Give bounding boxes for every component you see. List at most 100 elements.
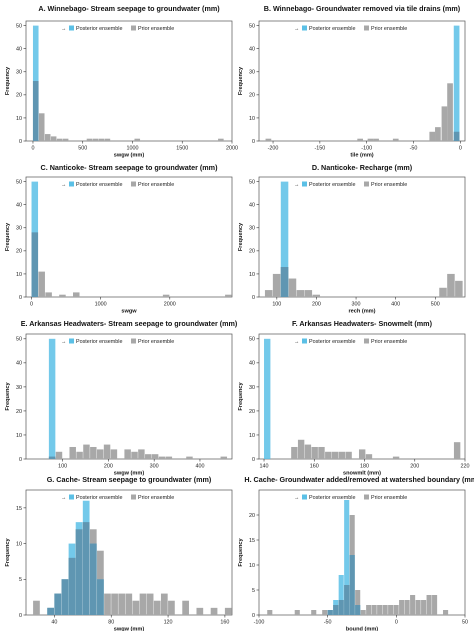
overlap-bar: [68, 557, 76, 615]
panel-B: B. Winnebago- Groundwater removed via ti…: [238, 4, 466, 159]
y-axis-label: Frequency: [238, 537, 244, 566]
y-axis-label: Frequency: [238, 222, 244, 251]
x-tick-label: 300: [150, 464, 159, 470]
panel-E: E. Arkansas Headwaters- Stream seepage t…: [5, 319, 238, 477]
legend-marker-text: →: [294, 495, 299, 501]
prior-bar: [325, 451, 332, 459]
x-tick-label: 200: [104, 464, 113, 470]
y-tick-label: 20: [249, 249, 255, 255]
legend: → Posterior ensemble Prior ensemble: [294, 338, 407, 345]
prior-bar: [83, 444, 90, 459]
x-tick-label: 1000: [95, 302, 107, 308]
prior-bar: [110, 449, 118, 459]
legend-swatch-prior: [364, 25, 369, 31]
prior-bar: [138, 449, 145, 459]
y-tick-label: 40: [249, 203, 255, 209]
legend-swatch-posterior: [69, 181, 74, 187]
panel-A: A. Winnebago- Stream seepage to groundwa…: [5, 4, 238, 159]
overlap-bar: [355, 605, 361, 615]
y-axis-label: Frequency: [5, 537, 11, 566]
x-tick-label: 400: [391, 302, 400, 308]
prior-bar: [358, 449, 366, 459]
y-tick-label: 30: [249, 385, 255, 391]
x-tick-label: 0: [395, 620, 398, 626]
x-axis-label: swgw (mm): [114, 153, 145, 159]
prior-bar: [55, 451, 63, 459]
prior-bar: [365, 454, 373, 459]
x-tick-label: 160: [310, 464, 319, 470]
panel-title: H. Cache- Groundwater added/removed at w…: [244, 475, 474, 484]
y-tick-label: 10: [249, 563, 255, 569]
prior-bar: [224, 607, 232, 615]
prior-bar: [86, 138, 93, 141]
y-tick-label: 0: [252, 457, 255, 463]
prior-bar: [76, 451, 83, 459]
prior-bar: [441, 106, 448, 141]
x-tick-label: 0: [459, 146, 462, 152]
overlap-bar: [47, 607, 55, 615]
prior-bar: [399, 600, 405, 615]
y-tick-label: 10: [16, 272, 22, 278]
prior-bar: [426, 595, 432, 615]
y-tick-label: 30: [16, 70, 22, 76]
x-axis-label: bound (mm): [346, 627, 378, 631]
legend-label-prior: Prior ensemble: [371, 495, 407, 501]
prior-bar: [393, 605, 399, 615]
legend-swatch-prior: [131, 181, 136, 187]
x-tick-label: 300: [352, 302, 361, 308]
x-axis-label: tile (mm): [350, 153, 373, 159]
prior-bar: [33, 600, 40, 615]
x-tick-label: 220: [461, 464, 470, 470]
prior-bar: [96, 449, 104, 459]
prior-bar: [59, 294, 66, 297]
legend-label-prior: Prior ensemble: [138, 339, 174, 345]
prior-bar: [98, 138, 105, 141]
legend-swatch-posterior: [69, 494, 74, 500]
prior-bar: [38, 113, 45, 141]
prior-bar: [367, 138, 374, 141]
x-tick-label: 200: [312, 302, 321, 308]
y-tick-label: 50: [249, 337, 255, 343]
x-tick-label: 500: [431, 302, 440, 308]
legend: → Posterior ensemble Prior ensemble: [294, 181, 407, 188]
x-tick-label: -50: [324, 620, 332, 626]
prior-bar: [392, 456, 400, 459]
legend: → Posterior ensemble Prior ensemble: [61, 25, 174, 32]
legend-label-posterior: Posterior ensemble: [309, 495, 355, 501]
prior-bar: [134, 138, 141, 141]
legend-label-posterior: Posterior ensemble: [76, 182, 122, 188]
prior-bar: [366, 605, 372, 615]
plot-frame: [25, 20, 233, 142]
plot-frame: [258, 20, 466, 142]
prior-bar: [151, 454, 159, 459]
prior-bar: [103, 444, 111, 459]
overlap-bar: [349, 555, 355, 615]
legend-swatch-posterior: [302, 25, 307, 31]
prior-bar: [443, 610, 449, 615]
x-tick-label: 140: [260, 464, 269, 470]
overlap-bar: [280, 267, 289, 297]
prior-bar: [153, 600, 161, 615]
legend: → Posterior ensemble Prior ensemble: [61, 494, 174, 501]
prior-bar: [45, 292, 52, 297]
legend-label-posterior: Posterior ensemble: [76, 26, 122, 32]
x-tick-label: -50: [410, 146, 418, 152]
overlap-bar: [97, 579, 104, 615]
y-tick-label: 10: [249, 116, 255, 122]
prior-bar: [338, 451, 346, 459]
x-tick-label: -100: [361, 146, 372, 152]
prior-bar: [50, 136, 57, 141]
y-tick-label: 0: [19, 295, 22, 301]
legend-marker-text: →: [61, 495, 66, 501]
overlap-bar: [32, 81, 39, 141]
prior-bar: [160, 593, 168, 615]
prior-bar: [62, 138, 69, 141]
prior-bar: [373, 138, 379, 141]
posterior-bar: [48, 338, 56, 459]
overlap-bar: [89, 543, 97, 615]
legend-swatch-posterior: [302, 338, 307, 344]
x-tick-label: 40: [51, 620, 57, 626]
overlap-bar: [338, 600, 344, 615]
plot-frame: [258, 176, 466, 298]
y-tick-label: 30: [16, 226, 22, 232]
